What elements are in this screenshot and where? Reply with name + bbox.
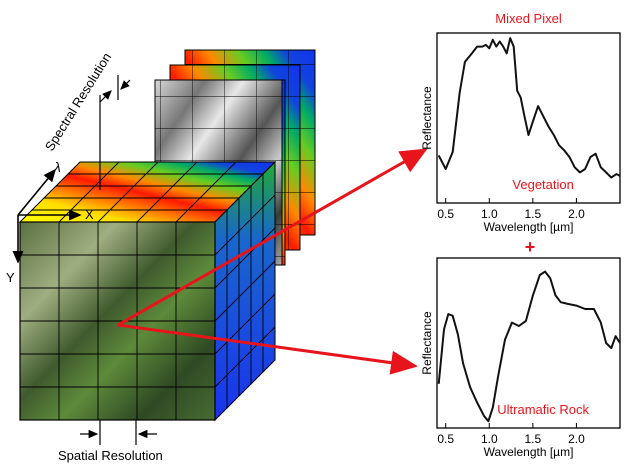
- axes-indicator: [12, 168, 82, 264]
- y-axis-label: Y: [6, 270, 15, 285]
- x-axis-label: Wavelength [µm]: [484, 220, 574, 234]
- spectrum-line: [437, 270, 621, 423]
- plot-annotation: Vegetation: [512, 177, 573, 192]
- x-tick-label: 0.5: [437, 432, 454, 446]
- plus-sign: +: [525, 237, 536, 257]
- x-tick-label: 1.5: [525, 207, 542, 221]
- x-tick-label: 0.5: [437, 207, 454, 221]
- front-cube: [18, 160, 277, 422]
- pixel-to-spectrum-arrows: [117, 148, 428, 375]
- x-tick-label: 1.5: [525, 432, 542, 446]
- spectrum-line: [437, 37, 621, 179]
- x-tick-label: 1.0: [481, 432, 498, 446]
- spectral-resolution-label: Spectral Resolution: [42, 50, 114, 154]
- y-axis-label: Reflectance: [420, 311, 434, 375]
- x-tick-label: 1.0: [481, 207, 498, 221]
- x-axis-label: X: [85, 207, 94, 222]
- x-tick-label: 2.0: [568, 207, 585, 221]
- lambda-label: λ: [53, 159, 61, 175]
- plot-annotation: Ultramafic Rock: [497, 402, 589, 417]
- spectral-resolution-marker: [99, 75, 131, 190]
- x-tick-label: 2.0: [568, 432, 585, 446]
- plot-title: Mixed Pixel: [495, 11, 562, 26]
- spatial-resolution-label: Spatial Resolution: [58, 448, 163, 463]
- x-axis-label: Wavelength [µm]: [484, 445, 574, 459]
- spatial-resolution-marker: [80, 420, 157, 445]
- y-axis-label: Reflectance: [420, 86, 434, 150]
